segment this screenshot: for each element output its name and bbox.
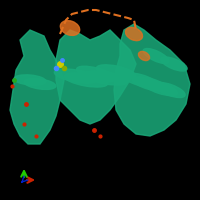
Ellipse shape [155, 82, 185, 98]
Ellipse shape [84, 71, 128, 85]
Polygon shape [114, 24, 190, 136]
Ellipse shape [138, 51, 150, 61]
Ellipse shape [54, 69, 98, 83]
Polygon shape [10, 30, 64, 144]
Ellipse shape [143, 49, 169, 63]
Ellipse shape [60, 21, 80, 35]
Ellipse shape [125, 27, 143, 41]
Ellipse shape [64, 73, 108, 87]
Ellipse shape [143, 80, 177, 96]
Ellipse shape [14, 75, 46, 85]
Ellipse shape [77, 66, 115, 82]
Ellipse shape [96, 65, 136, 79]
Polygon shape [56, 30, 136, 124]
Ellipse shape [161, 57, 187, 71]
Ellipse shape [133, 77, 167, 91]
Ellipse shape [123, 73, 157, 87]
Ellipse shape [24, 79, 56, 89]
